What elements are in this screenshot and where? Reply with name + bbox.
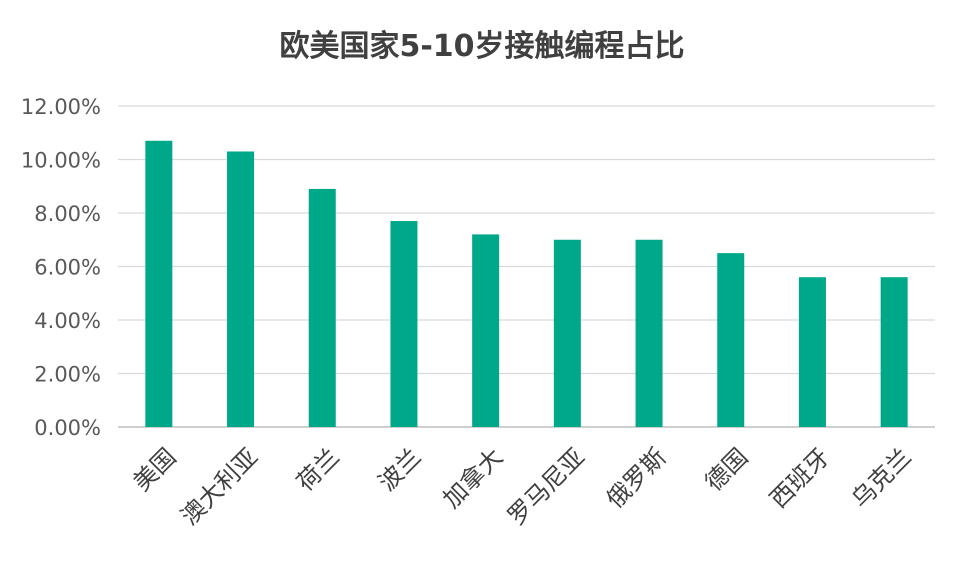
bar (227, 151, 255, 427)
gridlines (118, 105, 935, 428)
bar (472, 234, 500, 427)
bar (798, 277, 826, 427)
y-axis-ticks: 0.00% 2.00% 4.00% 6.00% 8.00% 10.00% 12.00% (21, 95, 101, 440)
y-tick-label: 12.00% (21, 95, 101, 119)
x-category-label: 俄罗斯 (601, 443, 672, 514)
y-tick-label: 4.00% (34, 309, 101, 333)
y-tick-label: 2.00% (34, 363, 101, 387)
y-tick-label: 10.00% (21, 149, 101, 173)
bar (880, 277, 908, 427)
y-tick-label: 6.00% (34, 256, 101, 280)
bar (717, 253, 745, 427)
bar (308, 188, 336, 427)
x-category-label: 荷兰 (291, 443, 345, 497)
bar (145, 140, 173, 427)
y-tick-label: 8.00% (34, 202, 101, 226)
x-category-label: 澳大利亚 (176, 443, 264, 531)
x-category-label: 德国 (700, 443, 754, 497)
bar (635, 239, 663, 427)
x-category-label: 美国 (128, 443, 182, 497)
x-category-label: 罗马尼亚 (502, 443, 590, 531)
bar (553, 239, 581, 427)
bars (145, 140, 908, 427)
x-category-label: 乌克兰 (846, 443, 917, 514)
y-tick-label: 0.00% (34, 416, 101, 440)
x-category-label: 西班牙 (764, 443, 835, 514)
x-category-label: 波兰 (373, 443, 427, 497)
bar (390, 221, 418, 427)
x-category-label: 加拿大 (438, 443, 509, 514)
chart-title: 欧美国家5-10岁接触编程占比 (279, 29, 684, 64)
